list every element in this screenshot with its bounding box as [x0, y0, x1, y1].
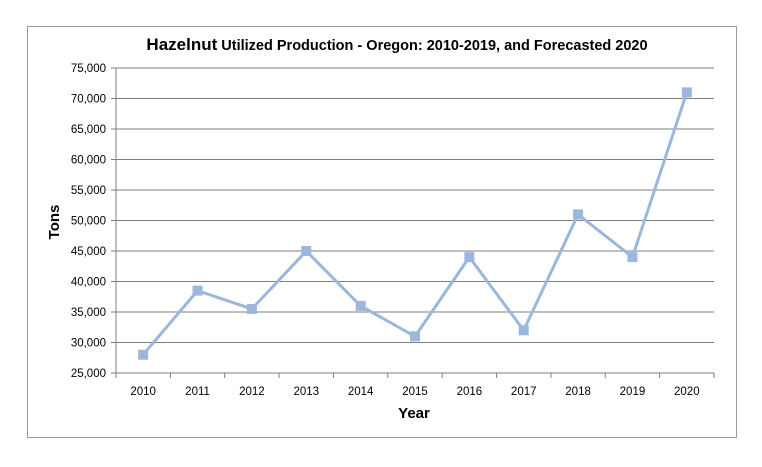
x-tick-label-2014: 2014 — [348, 386, 374, 398]
x-tick-label-2017: 2017 — [511, 386, 537, 398]
data-point-2015 — [410, 331, 420, 342]
y-tick-label-60000: 60,000 — [71, 155, 106, 167]
chart-title-rest: Utilized Production - Oregon: 2010-2019,… — [217, 38, 647, 54]
y-tick-label-35000: 35,000 — [71, 307, 106, 319]
x-axis-title: Year — [398, 405, 430, 422]
data-point-2011 — [192, 285, 203, 296]
y-axis-title: Tons — [46, 205, 63, 240]
y-tick-label-70000: 70,000 — [71, 94, 106, 106]
data-point-2012 — [246, 303, 257, 314]
x-tick-label-2020: 2020 — [674, 386, 700, 398]
x-tick-label-2011: 2011 — [185, 386, 210, 398]
chart-title: Hazelnut Utilized Production - Oregon: 2… — [146, 35, 647, 54]
x-tick-label-2015: 2015 — [402, 386, 428, 398]
x-tick-label-2019: 2019 — [620, 386, 646, 398]
data-point-2018 — [573, 209, 584, 220]
y-tick-labels: 25,000 30,000 35,000 40,000 45,000 50,000 55,0… — [71, 63, 106, 380]
data-series — [138, 87, 692, 360]
data-point-2016 — [464, 252, 475, 263]
data-point-2017 — [518, 325, 529, 336]
data-point-2020 — [681, 87, 692, 98]
x-tick-label-2010: 2010 — [130, 386, 156, 398]
data-point-2019 — [627, 252, 638, 263]
data-point-2013 — [301, 246, 312, 256]
series-line-0 — [142, 91, 689, 356]
y-tick-label-55000: 55,000 — [71, 185, 106, 197]
data-point-2010 — [138, 349, 149, 360]
x-tick-label-2016: 2016 — [457, 386, 483, 398]
y-tick-label-50000: 50,000 — [71, 216, 106, 228]
y-tick-label-40000: 40,000 — [71, 277, 106, 289]
gridlines — [116, 67, 714, 343]
x-tick-label-2018: 2018 — [565, 386, 591, 398]
data-point-2014 — [355, 300, 366, 311]
y-tick-label-65000: 65,000 — [71, 124, 106, 136]
x-tick-labels: 2010 2011 2012 2013 2014 2015 2016 2017 2018 2019… — [130, 386, 699, 398]
y-tick-label-45000: 45,000 — [71, 246, 106, 258]
y-tick-label-75000: 75,000 — [71, 63, 106, 75]
x-tick-label-2012: 2012 — [239, 386, 265, 398]
y-tick-label-25000: 25,000 — [71, 368, 106, 380]
y-tick-label-30000: 30,000 — [71, 338, 106, 350]
axes — [111, 67, 715, 378]
x-tick-label-2013: 2013 — [293, 386, 319, 398]
chart-frame — [27, 26, 737, 438]
chart-title-main: Hazelnut — [146, 35, 217, 54]
